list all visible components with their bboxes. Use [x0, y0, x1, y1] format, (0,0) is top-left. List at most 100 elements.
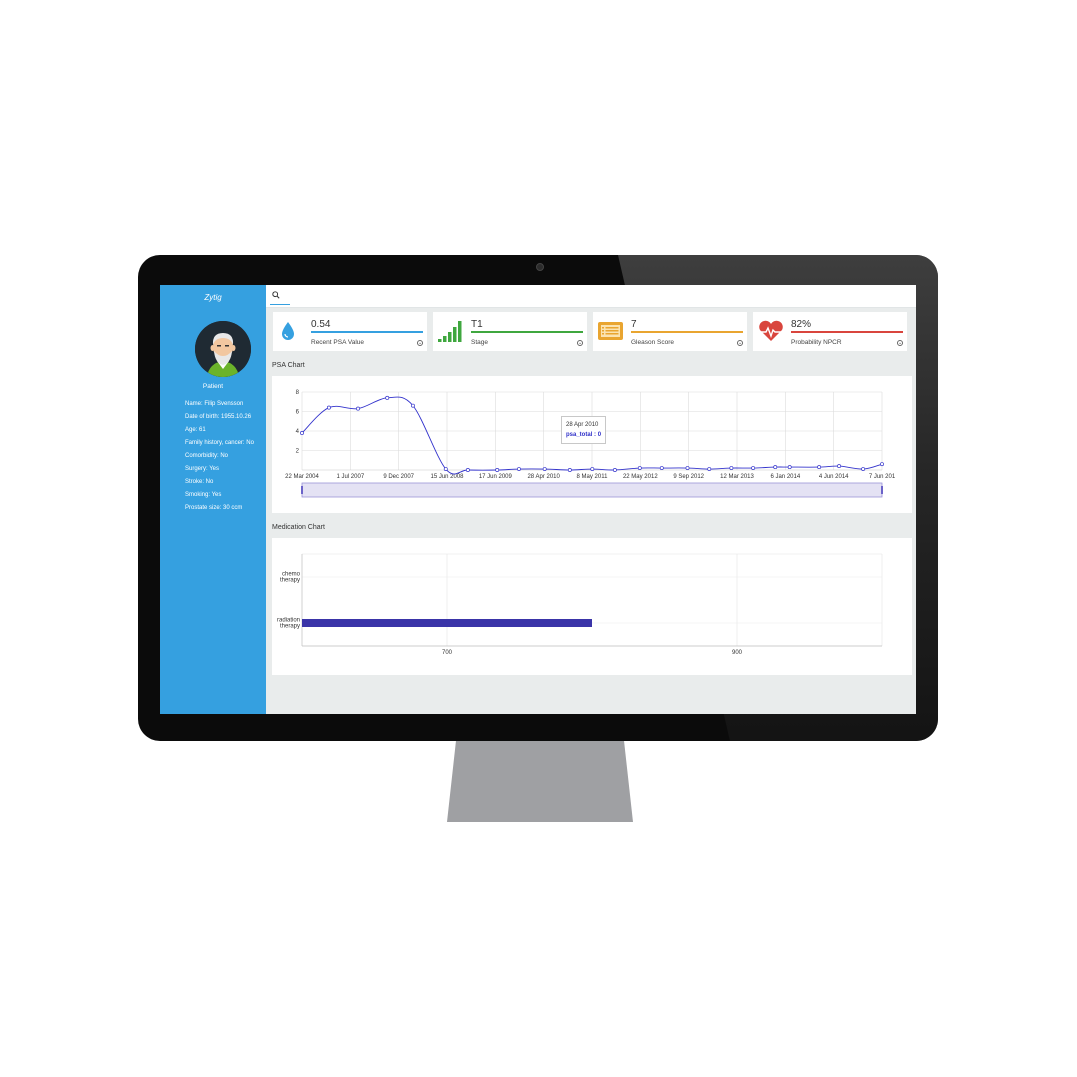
patient-field: Surgery: Yes	[185, 466, 220, 472]
card-recent-psa[interactable]: 0.54 Recent PSA Value ⌄	[273, 312, 427, 351]
patient-field: Prostate size: 30 ccm	[185, 505, 243, 511]
medication-chart-title: Medication Chart	[272, 524, 325, 531]
x-tick-label: 22 Mar 2004	[285, 474, 319, 480]
patient-avatar	[195, 321, 251, 377]
range-navigator[interactable]	[301, 482, 883, 498]
psa-data-point[interactable]	[590, 467, 595, 471]
psa-data-point[interactable]	[542, 467, 547, 471]
x-tick-label: 12 Mar 2013	[720, 474, 754, 480]
card-label: Probability NPCR	[791, 339, 842, 346]
x-tick-label: 15 Jun 2008	[430, 474, 464, 480]
psa-data-point[interactable]	[659, 466, 664, 471]
psa-data-point[interactable]	[443, 467, 448, 471]
medication-chart: 700 900 chemo therapy radiation therapy	[277, 553, 883, 656]
expand-icon[interactable]: ⌄	[417, 340, 423, 346]
x-tick-label: 9 Sep 2012	[673, 474, 704, 480]
psa-data-point[interactable]	[751, 466, 756, 471]
medication-chart-panel: 700 900 chemo therapy radiation therapy	[272, 538, 912, 675]
psa-data-point[interactable]	[517, 467, 521, 471]
tooltip-value: psa_total : 0	[566, 432, 602, 438]
tooltip-date: 28 Apr 2010	[566, 422, 599, 428]
patient-field: Comorbidity: No	[185, 453, 229, 459]
water-drop-icon	[282, 322, 294, 340]
y-tick-label: 2	[296, 449, 300, 455]
card-gleason-score[interactable]: 7 Gleason Score ⌄	[593, 312, 747, 351]
card-accent-bar	[311, 331, 423, 333]
tooltip-number: 0	[597, 432, 602, 438]
psa-data-point[interactable]	[567, 468, 572, 472]
card-value: 82%	[791, 319, 812, 330]
x-tick-label: 22 May 2012	[623, 474, 658, 480]
psa-data-point[interactable]	[465, 468, 470, 472]
app-brand[interactable]: Zytig	[204, 293, 222, 302]
heart-pulse-icon	[759, 320, 783, 341]
psa-chart-title: PSA Chart	[272, 362, 305, 369]
card-value: 7	[631, 319, 637, 330]
psa-data-point[interactable]	[685, 466, 690, 471]
patient-field: Date of birth: 1955.10.26	[185, 414, 252, 420]
card-accent-bar	[791, 331, 903, 333]
card-label: Gleason Score	[631, 339, 674, 346]
tooltip-series: psa_total	[566, 432, 593, 438]
card-probability-npcr[interactable]: 82% Probability NPCR ⌄	[753, 312, 907, 351]
screen: Zytig Patient Name: Filip Svensson Date o…	[160, 285, 916, 714]
x-tick-label: 17 Jun 2009	[479, 474, 513, 480]
psa-data-point[interactable]	[880, 462, 884, 467]
sidebar: Zytig Patient Name: Filip Svensson Date o…	[160, 285, 266, 714]
patient-info: Name: Filip Svensson Date of birth: 1955.…	[185, 401, 263, 518]
x-tick-label: 4 Jun 2014	[819, 474, 849, 480]
expand-icon[interactable]: ⌄	[737, 340, 743, 346]
patient-label: Patient	[202, 383, 224, 390]
psa-data-point[interactable]	[729, 466, 734, 471]
psa-chart-panel: 22 Mar 2004 1 Jul 2007 9 Dec 2007 15 Jun 20…	[272, 376, 912, 513]
patient-field: Family history, cancer: No	[185, 440, 254, 446]
chart-tooltip: 28 Apr 2010 psa_total : 0	[561, 416, 607, 444]
psa-data-point[interactable]	[356, 406, 360, 411]
x-tick-label: 7 Jun 201	[869, 474, 896, 480]
patient-field: Stroke: No	[185, 479, 214, 485]
expand-icon[interactable]: ⌄	[897, 340, 903, 346]
search-underline	[270, 304, 290, 305]
card-label: Stage	[471, 339, 488, 346]
psa-data-point[interactable]	[861, 467, 866, 471]
x-tick-label: 8 May 2011	[577, 474, 609, 480]
monitor-stand	[447, 738, 633, 822]
card-value: 0.54	[311, 319, 331, 330]
psa-data-point[interactable]	[787, 465, 792, 470]
y-tick-label: 6	[296, 410, 300, 416]
psa-data-point[interactable]	[773, 465, 778, 470]
range-handle-right[interactable]	[881, 486, 883, 494]
x-tick-label: 700	[442, 650, 453, 656]
medication-bar[interactable]	[302, 619, 592, 627]
psa-data-point[interactable]	[300, 431, 304, 435]
y-tick-label: 4	[296, 429, 300, 435]
psa-data-point[interactable]	[612, 468, 617, 472]
signal-bars-icon	[438, 321, 462, 342]
search-input[interactable]	[282, 289, 406, 303]
psa-data-point[interactable]	[817, 465, 822, 470]
psa-data-point[interactable]	[495, 468, 500, 472]
range-handle-left[interactable]	[301, 486, 303, 494]
psa-chart: 22 Mar 2004 1 Jul 2007 9 Dec 2007 15 Jun 20…	[285, 390, 896, 498]
card-stage[interactable]: T1 Stage ⌄	[433, 312, 587, 351]
list-card-icon	[598, 322, 623, 340]
category-label: radiation therapy	[277, 618, 300, 630]
x-tick-label: 900	[732, 650, 743, 656]
y-tick-label: 8	[296, 390, 300, 396]
top-bar	[266, 285, 916, 308]
psa-data-point[interactable]	[411, 403, 415, 408]
psa-data-point[interactable]	[385, 395, 390, 400]
patient-field: Age: 61	[185, 427, 206, 433]
psa-data-point[interactable]	[326, 405, 331, 410]
psa-data-point[interactable]	[837, 464, 842, 469]
x-tick-label: 28 Apr 2010	[527, 474, 560, 480]
x-tick-label: 6 Jan 2014	[770, 474, 800, 480]
psa-data-point[interactable]	[707, 467, 712, 471]
card-label: Recent PSA Value	[311, 339, 364, 346]
search-icon[interactable]	[272, 291, 280, 299]
patient-field: Smoking: Yes	[185, 492, 222, 498]
expand-icon[interactable]: ⌄	[577, 340, 583, 346]
psa-data-point[interactable]	[637, 466, 642, 471]
card-accent-bar	[471, 331, 583, 333]
x-tick-label: 1 Jul 2007	[336, 474, 364, 480]
